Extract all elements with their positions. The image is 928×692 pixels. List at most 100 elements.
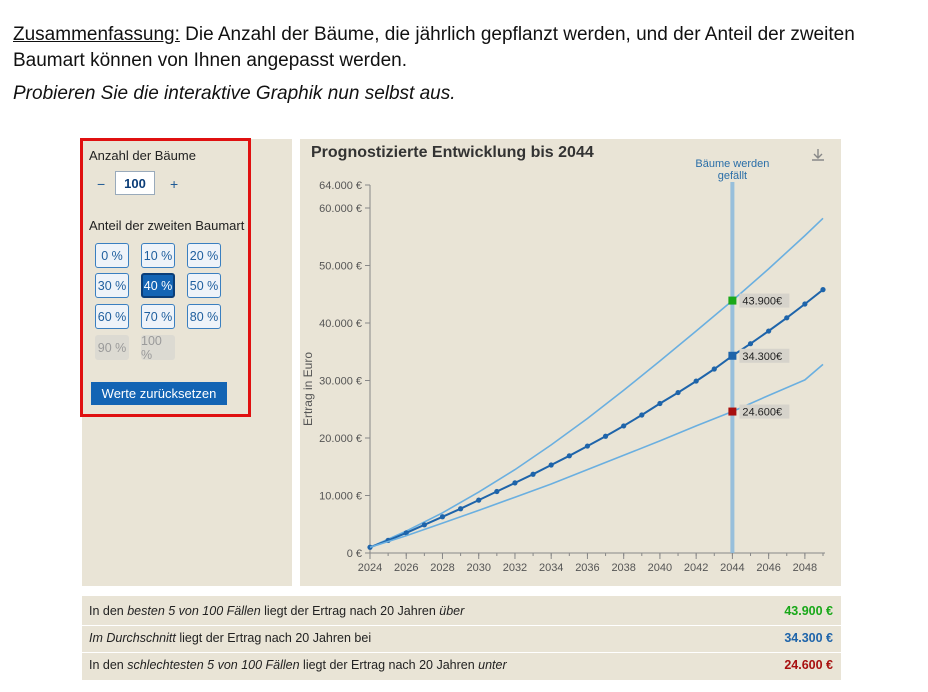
share-option-40[interactable]: 40 % <box>141 273 175 298</box>
data-point <box>439 514 446 520</box>
share-option-50[interactable]: 50 % <box>187 273 221 298</box>
summary-panel <box>82 596 841 680</box>
data-point <box>458 506 464 512</box>
highlight-frame <box>80 138 251 417</box>
share-option-30[interactable]: 30 % <box>95 273 129 298</box>
data-point <box>476 497 482 503</box>
download-icon[interactable] <box>810 147 826 163</box>
intro-heading: Zusammenfassung: <box>13 24 180 45</box>
trees-count-input[interactable] <box>115 171 155 195</box>
data-point <box>494 488 500 495</box>
chart-title: Prognostizierte Entwicklung bis 2044 <box>311 144 594 161</box>
intro-text: Zusammenfassung: Die Anzahl der Bäume, d… <box>13 22 918 74</box>
summary-text: In den schlechtesten 5 von 100 Fällen li… <box>89 658 507 672</box>
data-point <box>693 378 699 384</box>
summary-text: In den besten 5 von 100 Fällen liegt der… <box>89 604 464 618</box>
value-label: 43.900€ <box>742 296 782 308</box>
y-tick-label: 0 € <box>347 548 362 560</box>
trees-decrement-button[interactable]: − <box>97 176 106 192</box>
trees-increment-button[interactable]: + <box>170 176 179 192</box>
summary-divider <box>82 625 841 626</box>
y-tick-label: 20.000 € <box>319 433 362 445</box>
controls-panel <box>82 139 292 586</box>
x-tick-label: 2046 <box>756 562 780 574</box>
summary-text-part: schlechtesten 5 von 100 Fällen <box>127 658 300 672</box>
value-label-bg <box>739 293 790 308</box>
harvest-marker <box>728 296 737 305</box>
y-tick-label: 30.000 € <box>319 376 362 388</box>
summary-text-part: unter <box>478 658 507 672</box>
share-option-0[interactable]: 0 % <box>95 243 129 268</box>
share-option-10[interactable]: 10 % <box>141 243 175 268</box>
data-point <box>657 400 663 407</box>
share-option-100: 100 % <box>141 334 175 362</box>
data-point <box>566 453 572 459</box>
summary-text-part: über <box>439 604 465 618</box>
harvest-label: gefällt <box>718 170 747 182</box>
data-point <box>530 471 536 477</box>
series-line-mean <box>369 288 824 549</box>
x-tick-label: 2024 <box>358 562 382 574</box>
intro-body: Die Anzahl der Bäume, die jährlich gepfl… <box>13 24 855 71</box>
share-option-80[interactable]: 80 % <box>187 304 221 329</box>
summary-text-part: liegt der Ertrag nach 20 Jahren <box>260 604 440 618</box>
y-tick-label: 60.000 € <box>319 203 362 215</box>
summary-divider <box>82 652 841 653</box>
value-label-bg <box>739 348 790 363</box>
x-tick-label: 2026 <box>394 562 418 574</box>
summary-text-part: liegt der Ertrag nach 20 Jahren <box>299 658 479 672</box>
share-option-60[interactable]: 60 % <box>95 304 129 329</box>
data-point <box>584 443 591 449</box>
harvest-marker <box>728 351 737 360</box>
data-point <box>403 530 409 536</box>
share-option-70[interactable]: 70 % <box>141 304 175 329</box>
data-point <box>602 433 609 439</box>
data-point <box>621 423 627 429</box>
data-point <box>548 462 554 468</box>
data-point <box>784 315 790 321</box>
x-tick-label: 2030 <box>466 562 490 574</box>
summary-value: 34.300 € <box>784 631 833 645</box>
value-label: 34.300€ <box>742 351 782 363</box>
summary-text-part: Im Durchschnitt <box>89 631 176 645</box>
x-tick-label: 2036 <box>575 562 599 574</box>
data-point <box>766 328 772 334</box>
harvest-line <box>730 182 735 553</box>
trees-label: Anzahl der Bäume <box>89 148 196 163</box>
x-tick-label: 2038 <box>611 562 635 574</box>
share-option-20[interactable]: 20 % <box>187 243 221 268</box>
data-point <box>802 301 808 307</box>
summary-text-part: liegt der Ertrag nach 20 Jahren bei <box>175 631 372 645</box>
x-tick-label: 2034 <box>539 562 563 574</box>
summary-text-part: In den <box>89 604 128 618</box>
data-point <box>421 522 427 528</box>
harvest-marker <box>728 407 737 416</box>
x-tick-label: 2042 <box>684 562 708 574</box>
x-tick-label: 2044 <box>720 562 744 574</box>
summary-text: Im Durchschnitt liegt der Ertrag nach 20… <box>89 631 371 645</box>
y-tick-label: 64.000 € <box>319 180 362 192</box>
data-point <box>512 480 518 486</box>
summary-value: 43.900 € <box>784 604 833 618</box>
y-tick-label: 40.000 € <box>319 318 362 330</box>
data-point <box>639 412 645 418</box>
harvest-label: Bäume werden <box>695 158 769 170</box>
value-label: 24.600€ <box>742 407 782 419</box>
y-axis-label: Ertrag in Euro <box>301 352 315 426</box>
series-line-worst <box>369 363 824 549</box>
value-label-bg <box>739 404 790 419</box>
data-point <box>675 389 681 396</box>
data-point <box>747 341 754 347</box>
series-line-best <box>369 217 824 549</box>
x-tick-label: 2040 <box>648 562 672 574</box>
summary-text-part: In den <box>89 658 128 672</box>
reset-button[interactable]: Werte zurücksetzen <box>91 382 227 405</box>
x-tick-label: 2048 <box>793 562 817 574</box>
share-label: Anteil der zweiten Baumart <box>89 218 245 233</box>
x-tick-label: 2028 <box>430 562 454 574</box>
summary-text-part: besten 5 von 100 Fällen <box>127 604 261 618</box>
y-tick-label: 10.000 € <box>319 491 362 503</box>
y-tick-label: 50.000 € <box>319 261 362 273</box>
x-tick-label: 2032 <box>503 562 527 574</box>
